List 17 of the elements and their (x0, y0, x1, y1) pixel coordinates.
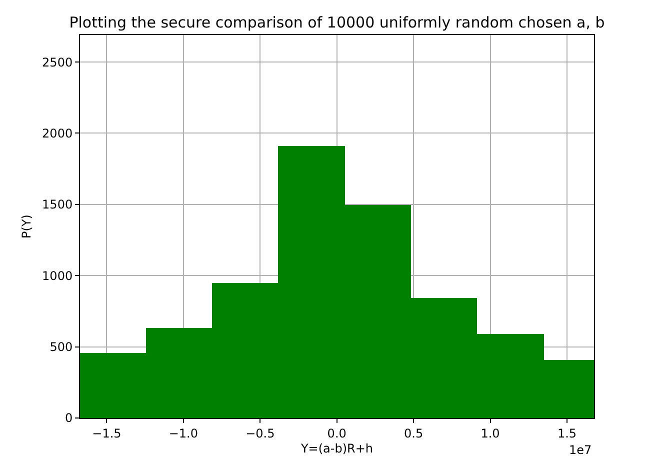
x-tick-label: 1.5 (557, 426, 577, 440)
x-tick-label: 1.0 (480, 426, 500, 440)
chart-title: Plotting the secure comparison of 10000 uniformly random chosen a, b (69, 13, 605, 32)
x-tick-label: 0.5 (404, 426, 424, 440)
text: 1e7 (569, 443, 592, 457)
x-tick-label: −1.0 (168, 426, 198, 440)
x-tick-label: −0.5 (246, 426, 275, 440)
y-axis-title: P(Y) (19, 214, 34, 238)
y-tick-label: 1500 (42, 198, 73, 212)
y-tick-label: 2000 (42, 126, 73, 140)
y-tick-label: 0 (64, 411, 73, 426)
y-tick-label: 2500 (42, 55, 73, 70)
x-tick-label: 0.0 (327, 426, 346, 440)
x-tick-label: −1.5 (92, 426, 122, 440)
y-tick-label: 500 (50, 340, 73, 354)
y-tick-label: 1000 (42, 268, 73, 283)
x-axis-title: Y=(a-b)R+h (300, 441, 374, 456)
